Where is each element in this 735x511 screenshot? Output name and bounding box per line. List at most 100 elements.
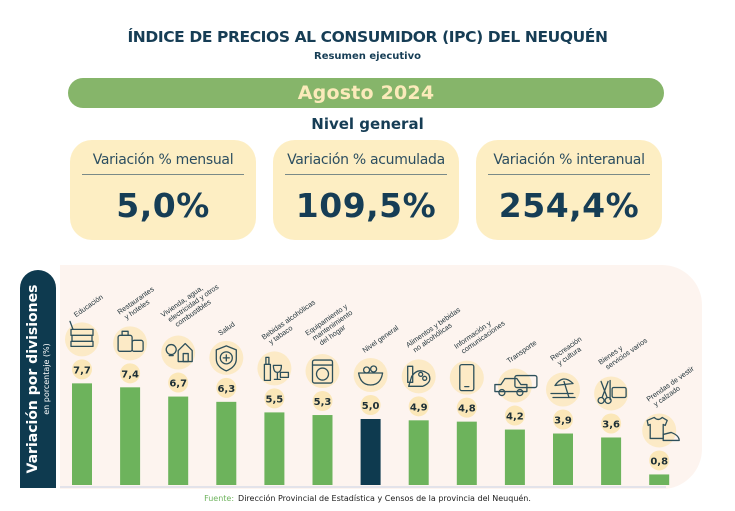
data-label: 7,4 — [121, 369, 139, 380]
data-label: 3,9 — [554, 416, 572, 427]
icon-part — [362, 366, 371, 374]
bar — [360, 419, 381, 485]
category-label: Recreacióny cultura — [548, 334, 588, 369]
groceries-icon — [407, 365, 431, 387]
icon-part — [418, 371, 424, 377]
icon-part — [662, 431, 680, 442]
icon-bubble — [353, 358, 388, 392]
category-label-line: Salud — [216, 320, 236, 338]
chart-column: 5,0 Nivel general — [353, 323, 401, 485]
icon-bubble — [642, 413, 677, 448]
data-label: 3,6 — [602, 419, 620, 430]
icon-part — [215, 345, 237, 372]
bar — [216, 401, 237, 485]
category-label: Salud — [216, 320, 236, 338]
section-heading: Nivel general — [311, 115, 424, 133]
luggage-icon — [117, 330, 144, 352]
car-bus-icon — [494, 374, 538, 397]
category-label-line: Transporte — [505, 338, 538, 365]
data-label: 4,2 — [506, 412, 524, 423]
icon-bubble — [449, 360, 484, 395]
icon-part — [219, 351, 233, 365]
data-label: 6,3 — [217, 384, 235, 395]
value-bubble — [601, 413, 622, 434]
books-icon — [69, 320, 94, 348]
category-label: Educación — [72, 292, 105, 319]
period-label: Agosto 2024 — [297, 82, 435, 104]
category-label: Información ycomunicaciones — [452, 312, 507, 357]
icon-part — [494, 377, 528, 393]
period-band: Agosto 2024 — [68, 78, 664, 108]
bar — [72, 383, 92, 485]
smartphone-icon — [459, 363, 475, 392]
card-monthly: Variación % mensual 5,0% — [70, 140, 256, 240]
value-bubble — [264, 388, 285, 409]
icon-part — [554, 378, 574, 387]
card-yearly: Variación % interanual 254,4% — [476, 140, 662, 240]
icon-bubble — [594, 376, 629, 411]
icon-part — [369, 365, 378, 373]
icon-bubble — [401, 359, 436, 394]
card-value: 254,4% — [498, 186, 640, 225]
tshirt-shoe-icon — [646, 416, 680, 442]
chart-column: 6,3 Salud — [209, 320, 244, 485]
bottle-glass-icon — [263, 356, 290, 382]
scissors-card-icon — [597, 379, 627, 405]
value-bubble — [408, 396, 429, 417]
data-label: 5,5 — [266, 394, 284, 405]
value-bubble — [72, 359, 92, 380]
source-note: Fuente: Dirección Provincial de Estadísti… — [0, 494, 735, 503]
chart-column: 7,7 Educación — [65, 292, 105, 485]
icon-part — [165, 343, 177, 356]
icon-part — [604, 396, 612, 405]
card-divider — [285, 174, 447, 175]
icon-part — [265, 356, 270, 366]
value-bubble — [312, 391, 333, 412]
basket-icon — [357, 365, 384, 386]
data-label: 5,3 — [314, 397, 332, 408]
beach-umbrella-icon — [550, 378, 576, 399]
category-label: Nivel general — [361, 323, 401, 355]
category-label-line: Educación — [72, 292, 105, 319]
data-label: 6,7 — [169, 379, 187, 390]
icon-part — [311, 359, 334, 384]
card-divider — [82, 174, 244, 175]
icon-part — [459, 363, 475, 392]
bar — [649, 474, 670, 485]
icon-part — [182, 352, 189, 363]
icon-part — [611, 386, 627, 399]
icon-part — [222, 354, 230, 362]
chart-column: 4,8 Información ycomunicaciones — [449, 312, 507, 485]
value-bubble — [216, 377, 237, 398]
value-bubble — [456, 397, 477, 418]
icon-part — [70, 328, 94, 337]
icon-part — [597, 396, 605, 405]
chart-column: 6,7 Vivienda, agua,electricidad y otrosco… — [159, 275, 225, 485]
card-label: Variación % interanual — [493, 152, 645, 168]
category-label: Vivienda, agua,electricidad y otroscombu… — [159, 275, 225, 332]
bar — [168, 396, 189, 485]
value-bubble — [504, 405, 525, 426]
card-value: 109,5% — [295, 186, 437, 225]
icon-part — [121, 330, 129, 336]
shield-cross-icon — [215, 345, 237, 372]
chart-column: 3,6 Bienes yservicios varios — [594, 336, 649, 485]
data-label: 4,8 — [458, 404, 476, 415]
icon-part — [550, 392, 576, 399]
icon-part — [498, 388, 506, 397]
icon-part — [131, 339, 144, 352]
card-value: 5,0% — [116, 186, 210, 225]
card-label: Variación % mensual — [92, 152, 234, 168]
category-label-line: Nivel general — [361, 323, 401, 355]
icon-part — [357, 372, 384, 386]
bar — [504, 429, 525, 485]
icon-bubble — [305, 354, 340, 389]
chart-column: 3,9 Recreacióny cultura — [546, 334, 588, 485]
icon-part — [646, 416, 668, 440]
category-label: Restaurantesy hoteles — [115, 284, 160, 323]
bar — [601, 437, 622, 485]
bar — [408, 420, 429, 485]
icon-bubble — [257, 351, 292, 386]
chart-column: 7,4 Restaurantesy hoteles — [113, 284, 160, 485]
